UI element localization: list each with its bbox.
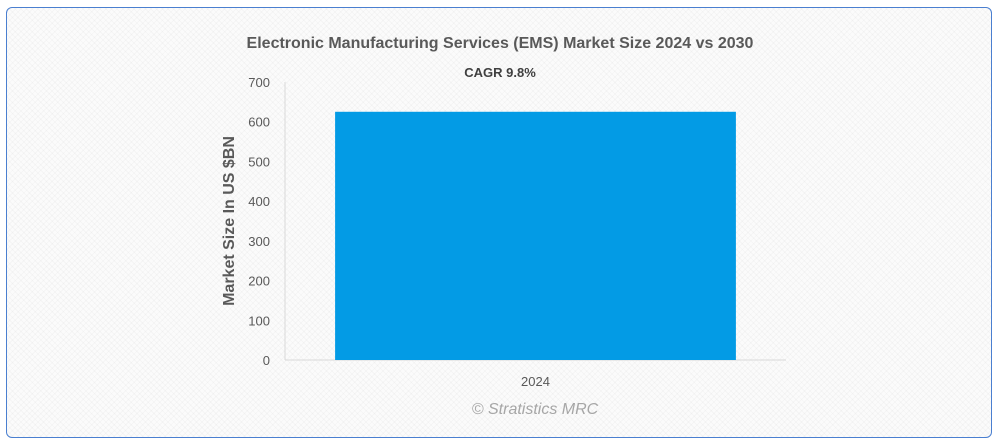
bar-2024 [335, 111, 736, 361]
cagr-annotation: CAGR 9.8% [464, 65, 536, 80]
y-tick-label: 500 [248, 154, 270, 169]
y-tick-label: 400 [248, 194, 270, 209]
y-tick-label: 100 [248, 313, 270, 328]
credit-text: © Stratistics MRC [472, 401, 599, 418]
x-tick-label: 2024 [521, 374, 550, 389]
y-tick-label: 700 [248, 75, 270, 90]
y-tick-label: 300 [248, 234, 270, 249]
chart-title: Electronic Manufacturing Services (EMS) … [247, 35, 754, 52]
y-axis-label: Market Size In US $BN [221, 136, 238, 306]
y-tick-label: 200 [248, 274, 270, 289]
y-tick-label: 600 [248, 115, 270, 130]
y-tick-label: 0 [263, 353, 270, 368]
